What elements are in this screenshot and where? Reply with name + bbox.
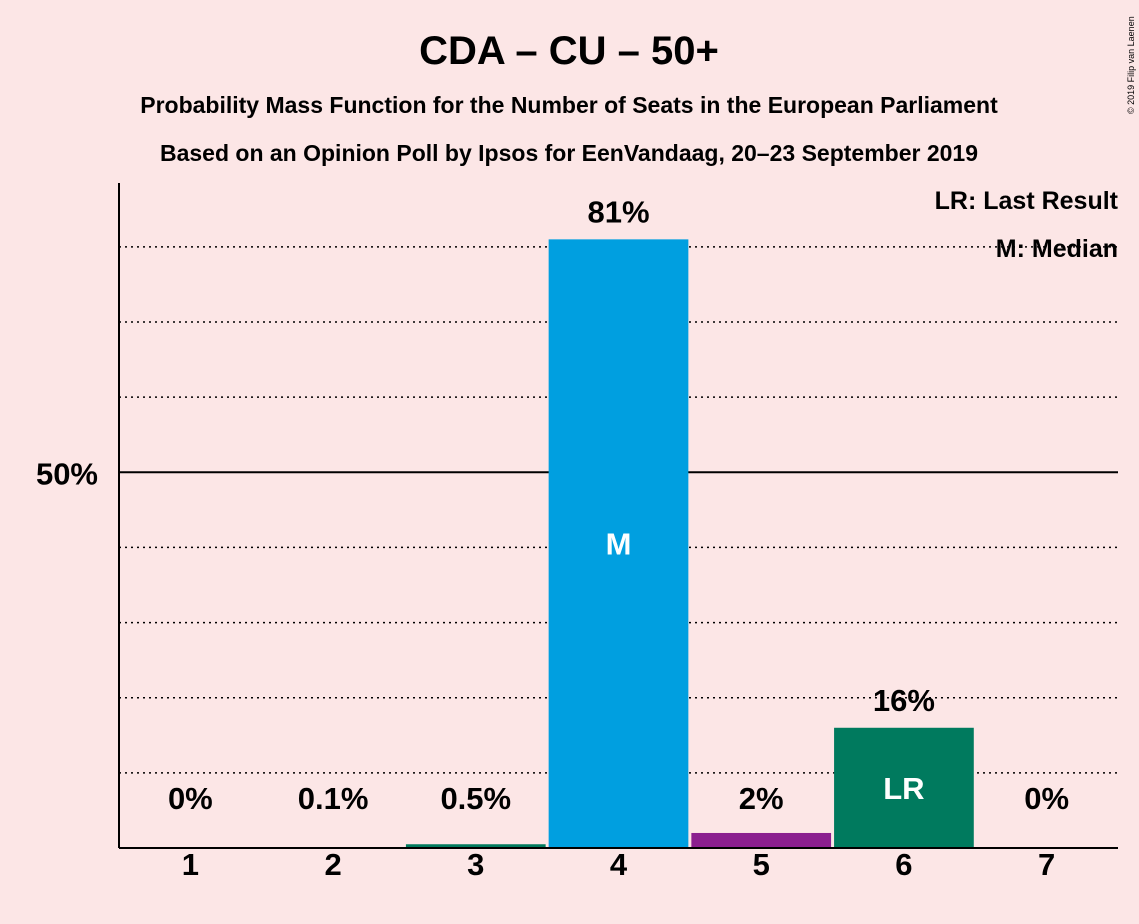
- value-label-5: 2%: [739, 781, 784, 816]
- legend-last-result: LR: Last Result: [935, 187, 1119, 215]
- x-tick-label-7: 7: [1038, 847, 1055, 882]
- bar-3: [405, 844, 546, 848]
- chart-subtitle: Probability Mass Function for the Number…: [140, 92, 998, 118]
- value-label-7: 0%: [1024, 781, 1069, 816]
- x-tick-label-4: 4: [610, 847, 628, 882]
- legend-median: M: Median: [996, 235, 1118, 263]
- x-tick-label-3: 3: [467, 847, 484, 882]
- bar-6: [834, 727, 974, 848]
- chart-source-line: Based on an Opinion Poll by Ipsos for Ee…: [160, 140, 978, 166]
- x-tick-label-6: 6: [895, 847, 912, 882]
- copyright-note: © 2019 Filip van Laenen: [1126, 16, 1136, 114]
- bar-labels: 0% 1 0.1% 2 0.5% 3 81% M 4 2% 5 16% LR 6 0% 7: [168, 194, 1069, 882]
- chart-title: CDA – CU – 50+: [419, 29, 719, 73]
- value-label-3: 0.5%: [440, 781, 511, 816]
- axes: 50%: [36, 183, 1118, 849]
- bars: [263, 239, 974, 848]
- bar-5: [691, 832, 832, 848]
- y-tick-label-50: 50%: [36, 456, 98, 491]
- x-tick-label-1: 1: [182, 847, 199, 882]
- value-label-4: 81%: [587, 194, 649, 229]
- x-tick-label-2: 2: [324, 847, 341, 882]
- bar-mark-lr: LR: [883, 771, 924, 806]
- value-label-2: 0.1%: [298, 781, 369, 816]
- bar-4: [548, 239, 689, 848]
- value-label-6: 16%: [873, 683, 935, 718]
- x-tick-label-5: 5: [753, 847, 770, 882]
- bar-mark-m: M: [606, 527, 632, 562]
- value-label-1: 0%: [168, 781, 213, 816]
